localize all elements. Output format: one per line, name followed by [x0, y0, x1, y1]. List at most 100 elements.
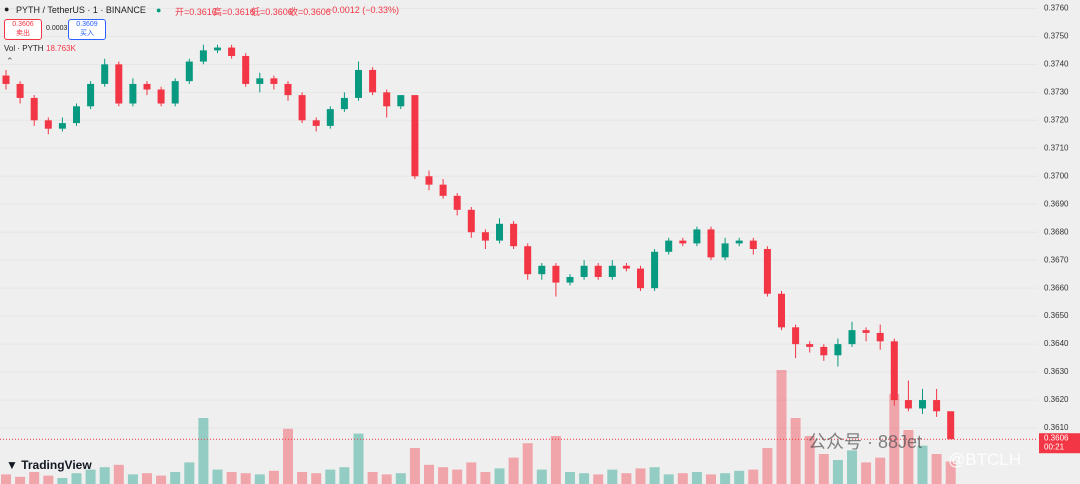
last-price-label: 0.3606 — [1044, 433, 1069, 442]
candle-body — [778, 293, 785, 328]
y-tick-label: 0.3700 — [1044, 171, 1069, 180]
candle-body — [284, 83, 292, 96]
logo-mark: ▼ — [6, 458, 22, 472]
volume-value: 18.763K — [46, 44, 76, 53]
volume-bar — [226, 472, 237, 484]
candle-body — [919, 400, 926, 409]
volume-bar — [649, 467, 660, 484]
candle-body — [820, 346, 828, 356]
volume-bar — [395, 473, 406, 484]
candle-body — [848, 330, 856, 345]
volume-bar — [184, 462, 195, 484]
candle-body — [199, 50, 207, 62]
candle-body — [185, 61, 193, 82]
candle-body — [87, 83, 95, 107]
candle-body — [157, 89, 165, 104]
volume-bar — [339, 467, 350, 484]
sell-button[interactable]: 0.3606 卖出 — [4, 19, 42, 40]
volume-bar — [663, 474, 674, 484]
volume-bar — [776, 370, 787, 484]
volume-bar — [931, 454, 942, 484]
volume-bar — [762, 448, 773, 484]
countdown: 00:21 — [1044, 442, 1065, 451]
volume-bar — [536, 469, 547, 484]
volume-bar — [734, 470, 745, 484]
volume-bar — [57, 478, 68, 484]
candle-body — [834, 344, 842, 356]
candle-body — [256, 78, 264, 84]
candle-body — [862, 330, 870, 333]
candle-body — [904, 400, 912, 409]
candle-body — [679, 240, 687, 244]
y-tick-label: 0.3610 — [1044, 423, 1069, 432]
symbol[interactable]: PYTH / TetherUS · 1 · BINANCE — [16, 5, 146, 15]
volume-bar — [1, 474, 11, 484]
price-axis-bg — [1038, 0, 1080, 484]
candle-body — [73, 106, 80, 124]
candle-body — [806, 344, 814, 347]
volume-bar — [579, 473, 590, 484]
candle-body — [425, 176, 433, 185]
buy-button[interactable]: 0.3609 买入 — [68, 19, 106, 40]
candle-body — [467, 209, 475, 233]
volume-bar — [325, 469, 336, 484]
watermark-2: @BTCLH — [948, 450, 1021, 469]
candle-body — [763, 248, 771, 294]
ohlc-close: 收=0.3606 — [289, 7, 331, 17]
volume-bar — [804, 436, 815, 484]
candle-body — [369, 69, 377, 93]
symbol-icon: ● — [4, 4, 10, 14]
candle-body — [637, 268, 644, 289]
volume-bar — [424, 464, 434, 484]
y-tick-label: 0.3680 — [1044, 227, 1069, 236]
volume-bar — [875, 457, 886, 484]
volume-bar — [156, 475, 167, 484]
y-tick-label: 0.3670 — [1044, 255, 1069, 264]
volume-bar — [297, 472, 308, 484]
volume-bar — [550, 436, 561, 484]
volume-bar — [522, 443, 533, 484]
volume-bar — [254, 474, 265, 484]
candle-body — [242, 55, 250, 84]
volume-title: Vol · PYTH — [4, 44, 44, 53]
volume-bar — [677, 473, 688, 484]
logo-text: TradingView — [21, 458, 92, 472]
sell-label: 卖出 — [16, 30, 30, 37]
candle-body — [510, 223, 518, 247]
volume-bar — [917, 445, 928, 484]
y-tick-label: 0.3640 — [1044, 339, 1069, 348]
buy-price: 0.3609 — [76, 21, 98, 28]
volume-bar — [508, 457, 519, 484]
volume-bar — [466, 462, 477, 484]
volume-bar — [565, 472, 575, 484]
candle-body — [580, 265, 588, 277]
volume-bar — [706, 474, 716, 484]
y-tick-label: 0.3690 — [1044, 199, 1069, 208]
volume-bar — [283, 428, 293, 484]
candle-body — [693, 229, 701, 244]
volume-bar — [71, 473, 82, 484]
candle-body — [397, 95, 405, 107]
status-dot: ● — [156, 5, 162, 15]
candle-body — [101, 64, 109, 84]
ohlc-high: 高=0.3616 — [213, 7, 255, 17]
y-tick-label: 0.3750 — [1044, 31, 1069, 40]
y-tick-label: 0.3620 — [1044, 395, 1069, 404]
volume-bar — [903, 430, 914, 484]
volume-bar — [113, 464, 124, 484]
collapse-icon[interactable]: ⌃ — [6, 56, 14, 66]
candle-body — [2, 75, 10, 84]
volume-bar — [212, 469, 223, 484]
volume-bar — [170, 472, 181, 484]
candle-body — [566, 276, 574, 283]
volume-bar — [494, 468, 505, 484]
volume-bar — [142, 473, 152, 484]
candle-body — [228, 47, 236, 56]
ohlc-low: 低=0.3606 — [251, 7, 293, 17]
y-tick-label: 0.3740 — [1044, 59, 1069, 68]
candle-body — [16, 83, 24, 98]
candle-body — [340, 97, 348, 110]
volume-bar — [43, 475, 54, 484]
